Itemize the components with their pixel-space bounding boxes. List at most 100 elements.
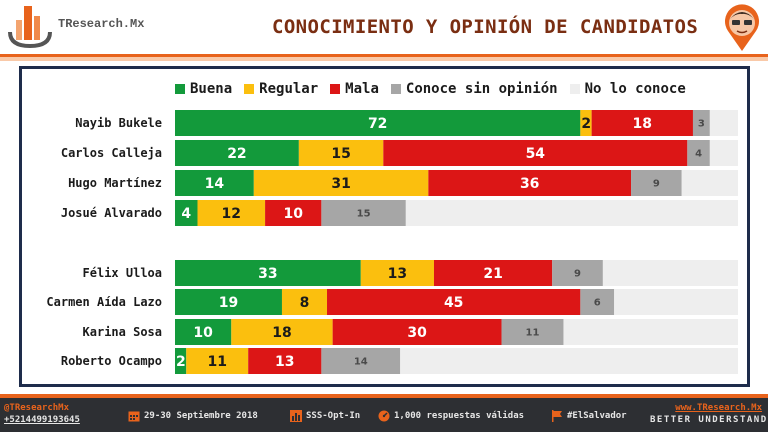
data-label: 12 bbox=[222, 206, 241, 222]
tagline: BETTER UNDERSTAND bbox=[650, 415, 768, 425]
bar-segment bbox=[563, 319, 738, 345]
data-label: 45 bbox=[444, 295, 463, 311]
data-label: 18 bbox=[633, 116, 652, 132]
twitter-handle-link[interactable]: @TResearchMx bbox=[4, 403, 70, 413]
footer-divider bbox=[0, 394, 768, 398]
bar-segment bbox=[231, 319, 333, 345]
legend-label: Conoce sin opinión bbox=[405, 81, 558, 97]
data-label: 36 bbox=[520, 176, 539, 192]
bar-segment bbox=[281, 289, 328, 315]
data-label: 10 bbox=[193, 325, 213, 341]
data-label: 2 bbox=[176, 354, 186, 370]
footer-method: SSS-Opt-In bbox=[290, 410, 360, 422]
legend-swatch bbox=[390, 84, 401, 94]
bar-segment bbox=[709, 140, 738, 166]
candidate-label: Félix Ulloa bbox=[83, 266, 162, 280]
survey-date: 29-30 Septiembre 2018 bbox=[144, 411, 258, 421]
survey-method: SSS-Opt-In bbox=[306, 411, 361, 421]
data-label: 54 bbox=[526, 146, 546, 162]
bar-segment bbox=[321, 200, 406, 226]
website-link[interactable]: www.TResearch.Mx bbox=[675, 403, 762, 413]
legend-item-no-lo-conoce: No lo conoce bbox=[569, 81, 686, 97]
speedometer-icon bbox=[378, 410, 390, 422]
footer-hashtag: #ElSalvador bbox=[551, 410, 627, 422]
bar-segment bbox=[298, 140, 384, 166]
legend-swatch bbox=[569, 84, 580, 94]
candidate-label: Nayib Bukele bbox=[75, 116, 162, 130]
data-label: 18 bbox=[272, 325, 291, 341]
bar-segment bbox=[709, 110, 738, 136]
header: TResearch.Mx CONOCIMIENTO Y OPINIÓN DE C… bbox=[0, 0, 768, 54]
bar-segment bbox=[175, 348, 187, 374]
bar-segment bbox=[591, 110, 693, 136]
bar-segment bbox=[692, 110, 710, 136]
data-label: 8 bbox=[300, 295, 310, 311]
bar-segment bbox=[175, 289, 282, 315]
bar-segment bbox=[552, 260, 603, 286]
page-title: CONOCIMIENTO Y OPINIÓN DE CANDIDATOS bbox=[272, 16, 699, 38]
bar-segment bbox=[580, 110, 592, 136]
phone-link[interactable]: +5214499193645 bbox=[4, 415, 80, 425]
bar-segment bbox=[197, 200, 266, 226]
calendar-icon bbox=[128, 411, 140, 422]
data-label: 14 bbox=[205, 176, 225, 192]
bar-segment bbox=[360, 260, 434, 286]
bar-segment bbox=[631, 170, 682, 196]
bar-segment bbox=[175, 110, 581, 136]
chart-legend: Buena Regular Mala Conoce sin opinión No… bbox=[175, 79, 686, 99]
bar-segment bbox=[175, 319, 232, 345]
legend-label: Regular bbox=[259, 81, 319, 97]
data-label: 11 bbox=[207, 354, 226, 370]
legend-swatch bbox=[175, 84, 185, 94]
legend-label: Mala bbox=[345, 81, 379, 97]
bar-segment bbox=[687, 140, 710, 166]
data-label: 19 bbox=[219, 295, 238, 311]
candidate-label: Hugo Martínez bbox=[68, 176, 162, 190]
bar-segment bbox=[400, 348, 738, 374]
legend-item-regular: Regular bbox=[244, 81, 318, 97]
data-label: 10 bbox=[283, 206, 303, 222]
bar-chart-icon bbox=[290, 410, 302, 422]
data-label: 9 bbox=[574, 269, 581, 280]
data-label: 13 bbox=[275, 354, 294, 370]
data-label: 33 bbox=[258, 266, 277, 282]
legend-swatch bbox=[330, 84, 341, 94]
data-label: 11 bbox=[526, 328, 540, 339]
data-label: 15 bbox=[331, 146, 350, 162]
data-label: 2 bbox=[581, 116, 591, 132]
candidate-label: Josué Alvarado bbox=[61, 206, 162, 220]
bar-segment bbox=[175, 260, 361, 286]
legend-item-mala: Mala bbox=[330, 81, 379, 97]
legend-item-buena: Buena bbox=[175, 81, 232, 97]
legend-label: No lo conoce bbox=[584, 81, 686, 97]
candidate-label: Roberto Ocampo bbox=[61, 354, 162, 368]
bar-segment bbox=[580, 289, 615, 315]
bar-segment bbox=[428, 170, 632, 196]
data-label: 31 bbox=[331, 176, 350, 192]
footer-contact: @TResearchMx +5214499193645 bbox=[4, 402, 80, 426]
candidate-label: Carlos Calleja bbox=[61, 146, 162, 160]
candidate-label: Carmen Aída Lazo bbox=[46, 295, 162, 309]
bar-segment bbox=[383, 140, 688, 166]
sample-size: 1,000 respuestas válidas bbox=[394, 411, 525, 421]
legend-swatch bbox=[244, 84, 255, 94]
bar-segment bbox=[681, 170, 738, 196]
data-label: 13 bbox=[388, 266, 407, 282]
bar-segment bbox=[327, 289, 581, 315]
data-label: 3 bbox=[698, 119, 705, 130]
data-label: 21 bbox=[483, 266, 502, 282]
country-hashtag: #ElSalvador bbox=[567, 411, 627, 421]
data-label: 9 bbox=[653, 179, 660, 190]
tresearch-logo-icon bbox=[8, 6, 52, 48]
bar-segment bbox=[175, 170, 254, 196]
candidate-label: Karina Sosa bbox=[83, 325, 162, 339]
data-label: 4 bbox=[181, 206, 191, 222]
bar-segment bbox=[602, 260, 738, 286]
map-pin-avatar-icon bbox=[725, 4, 759, 52]
bar-segment bbox=[175, 140, 299, 166]
bar-segment bbox=[433, 260, 553, 286]
footer-website: www.TResearch.Mx BETTER UNDERSTAND bbox=[650, 402, 766, 426]
header-divider bbox=[0, 54, 768, 61]
bar-segment bbox=[265, 200, 322, 226]
